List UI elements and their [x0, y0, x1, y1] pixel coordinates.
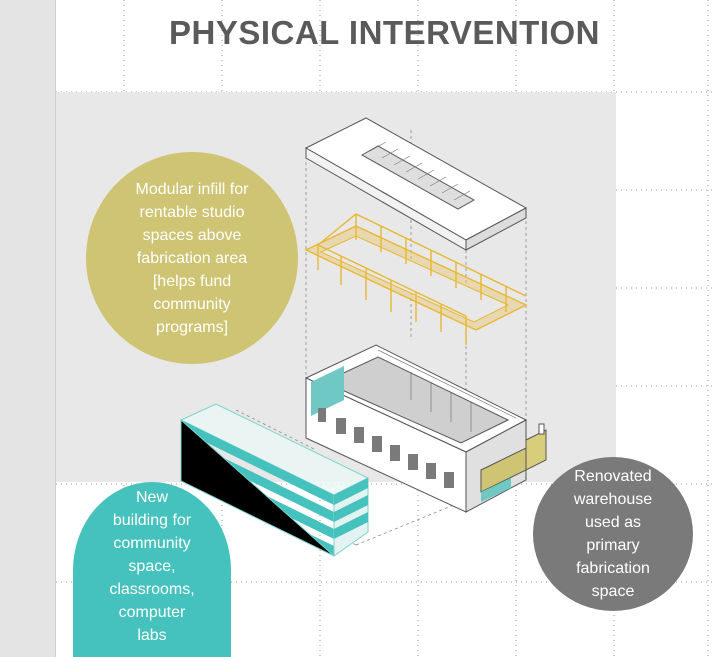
- callout-new-building-text: New building for community space, classr…: [109, 489, 195, 644]
- new-community-building: [179, 403, 370, 557]
- callout-modular-infill: Modular infill for rentable studio space…: [86, 152, 298, 364]
- callout-renovated-warehouse: Renovated warehouse used as primary fabr…: [533, 457, 693, 611]
- renovated-warehouse: [304, 344, 547, 513]
- presentation-sheet: PHYSICAL INTERVENTION: [55, 0, 712, 657]
- callout-new-building: New building for community space, classr…: [73, 482, 231, 657]
- page-title: PHYSICAL INTERVENTION: [168, 14, 600, 51]
- exploded-axonometric-diagram: [179, 117, 547, 557]
- modular-infill-frame: [304, 213, 528, 345]
- callout-renovated-warehouse-text: Renovated warehouse used as primary fabr…: [573, 468, 653, 600]
- roof-layer: [304, 117, 528, 251]
- callout-modular-infill-text: Modular infill for rentable studio space…: [135, 180, 249, 336]
